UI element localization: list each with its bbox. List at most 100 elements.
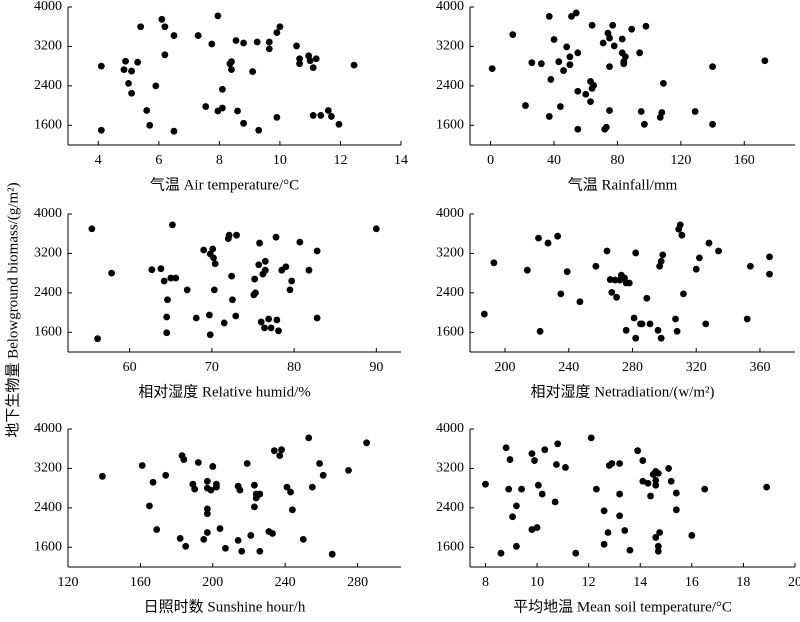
point [531, 457, 538, 464]
point [273, 316, 281, 324]
point [283, 483, 291, 491]
point [600, 507, 608, 515]
point [180, 456, 188, 463]
point [746, 262, 754, 270]
point [256, 547, 264, 555]
x-tick-label: 16 [685, 575, 699, 590]
panel: 1600 2400 3200 4000 60 70 80 90 相对湿度 Relative hu… [34, 206, 401, 400]
point [566, 61, 574, 69]
point [305, 266, 313, 274]
point [275, 327, 282, 335]
x-tick-label: 240 [275, 575, 296, 590]
point [233, 231, 240, 239]
point [562, 464, 569, 471]
point [312, 55, 320, 63]
point [644, 479, 652, 487]
point [146, 121, 154, 129]
point [345, 467, 352, 474]
x-tick-label: 360 [749, 360, 770, 375]
point [255, 261, 263, 269]
point [308, 483, 316, 491]
point [276, 23, 284, 31]
point [222, 544, 229, 552]
point [509, 31, 517, 38]
point [97, 126, 105, 134]
point [625, 279, 633, 287]
point [654, 326, 662, 334]
point [305, 434, 313, 442]
point [138, 462, 146, 469]
point [143, 107, 151, 114]
y-tick-label: 1600 [34, 325, 62, 340]
point [632, 249, 640, 257]
point [606, 107, 613, 114]
x-tick-label: 80 [610, 153, 624, 168]
point [590, 81, 598, 89]
y-tick-label: 1600 [34, 118, 62, 133]
point [545, 113, 553, 120]
point [149, 478, 157, 486]
point [523, 266, 531, 274]
point [678, 231, 686, 239]
point [643, 294, 651, 302]
x-axis-label: 日照时数 Sunshine hour/h [144, 598, 306, 615]
point [97, 62, 105, 70]
point [490, 259, 498, 267]
x-tick-label: 160 [130, 575, 151, 590]
point [592, 485, 600, 493]
y-tick-label: 3200 [436, 246, 464, 261]
point [672, 506, 680, 514]
y-tick-label: 2400 [34, 78, 62, 93]
point [709, 63, 716, 71]
point [691, 108, 699, 115]
point [328, 550, 336, 558]
x-tick-label: 20 [788, 575, 800, 590]
point [545, 12, 553, 20]
point [544, 239, 552, 247]
point [108, 269, 115, 277]
point [522, 102, 529, 109]
point [273, 114, 281, 121]
point [287, 488, 295, 496]
x-tick-label: 120 [670, 153, 691, 168]
point [209, 463, 217, 470]
point [125, 79, 132, 87]
point [630, 314, 638, 322]
point [497, 549, 505, 557]
point [272, 233, 280, 241]
point [194, 459, 202, 466]
point [206, 331, 214, 339]
x-tick-label: 70 [205, 360, 219, 375]
point [270, 447, 278, 455]
y-tick-label: 1600 [436, 325, 464, 340]
point [200, 246, 208, 254]
point [705, 239, 713, 247]
point [554, 440, 562, 448]
point [158, 15, 166, 23]
y-tick-label: 2400 [436, 78, 464, 93]
point [251, 275, 259, 283]
point [574, 125, 582, 133]
point [214, 107, 222, 115]
point [701, 485, 709, 493]
point [200, 536, 208, 543]
point [152, 82, 160, 90]
point [656, 529, 663, 536]
point [218, 85, 226, 93]
point [128, 89, 135, 97]
x-tick-label: 4 [95, 153, 102, 168]
point [647, 492, 654, 500]
panel: 1600 2400 3200 4000 120 160 200 240 280 日照时数 Suns… [34, 421, 401, 615]
point [253, 38, 261, 46]
point [306, 57, 314, 65]
point [763, 483, 771, 491]
point [610, 42, 618, 50]
point [715, 247, 722, 255]
point [234, 482, 242, 490]
point [553, 461, 560, 468]
point [665, 465, 673, 472]
point [161, 23, 169, 31]
point [251, 481, 258, 489]
y-tick-label: 1600 [436, 118, 464, 133]
point [238, 547, 246, 555]
